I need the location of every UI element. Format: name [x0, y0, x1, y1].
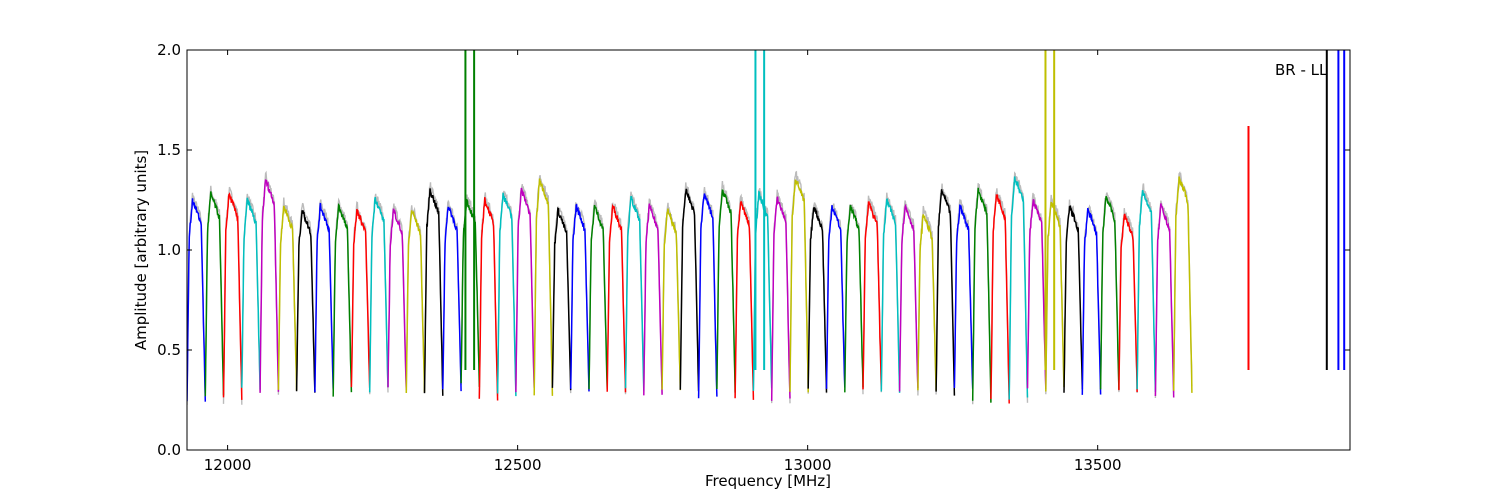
- channel-line: [990, 193, 1010, 404]
- chart-annotation: BR - LL: [1275, 61, 1328, 79]
- channel-line: [368, 197, 389, 393]
- channel-line: [588, 204, 608, 390]
- channel-line: [259, 179, 280, 393]
- channel-line: [1099, 195, 1120, 390]
- channel-line: [241, 197, 261, 390]
- series-layer: [187, 50, 1346, 406]
- channel-line: [752, 190, 773, 391]
- y-tick-label: 1.5: [157, 141, 181, 159]
- channel-line: [1154, 203, 1175, 398]
- channel-line: [1081, 207, 1102, 395]
- channel-line: [1063, 205, 1084, 393]
- x-tick-label: 12500: [494, 456, 542, 474]
- channel-line: [515, 187, 535, 393]
- channel-line: [880, 198, 901, 393]
- channel-line: [734, 200, 755, 400]
- channel-line: [332, 202, 353, 397]
- channel-line: [1118, 213, 1138, 393]
- y-tick-label: 0.0: [157, 441, 181, 459]
- channel-line: [679, 188, 700, 392]
- channel-line: [405, 210, 426, 394]
- channel-line: [295, 210, 316, 393]
- channel-line: [624, 196, 645, 391]
- y-axis-label: Amplitude [arbitrary units]: [132, 150, 150, 350]
- channel-line: [533, 178, 554, 396]
- channel-line: [807, 207, 828, 393]
- channel-line: [1136, 190, 1157, 392]
- channel-line: [277, 205, 298, 391]
- channel-line: [697, 193, 718, 399]
- channel-line: [606, 203, 627, 393]
- y-tick-label: 1.0: [157, 241, 181, 259]
- channel-line: [1008, 176, 1029, 400]
- channel-line: [844, 204, 864, 393]
- channel-line: [935, 189, 956, 396]
- channel-line: [496, 192, 517, 397]
- channel-line: [478, 197, 499, 401]
- channel-line: [953, 204, 974, 389]
- channel-line: [643, 203, 663, 396]
- x-tick-label: 13000: [784, 456, 832, 474]
- channel-line: [187, 198, 207, 402]
- channel-line: [1026, 199, 1047, 390]
- channel-line: [770, 196, 791, 401]
- channel-line: [442, 206, 462, 392]
- channel-line: [350, 208, 371, 389]
- channel-line: [789, 179, 809, 393]
- channel-line: [661, 208, 682, 391]
- x-tick-label: 12000: [204, 456, 252, 474]
- x-tick-label: 13500: [1074, 456, 1122, 474]
- channel-line: [917, 214, 937, 391]
- channel-line: [862, 201, 883, 390]
- channel-line: [825, 205, 846, 389]
- channel-line: [971, 187, 992, 403]
- channel-line: [222, 192, 243, 400]
- channel-line: [551, 207, 572, 391]
- y-tick-label: 2.0: [157, 41, 181, 59]
- y-tick-label: 0.5: [157, 341, 181, 359]
- channel-line: [460, 198, 481, 387]
- channel-line: [569, 203, 590, 392]
- channel-line: [204, 191, 225, 397]
- channel-line: [314, 202, 334, 393]
- channel-line: [716, 189, 736, 393]
- channel-line: [387, 208, 408, 390]
- channel-line: [898, 203, 919, 392]
- channel-line: [1172, 176, 1193, 393]
- x-axis-label: Frequency [MHz]: [705, 472, 831, 490]
- channel-line: [423, 188, 444, 396]
- ticks-layer: 12000 12500 13000 13500 0.0 0.5 1.0 1.5 2.0: [157, 41, 1350, 474]
